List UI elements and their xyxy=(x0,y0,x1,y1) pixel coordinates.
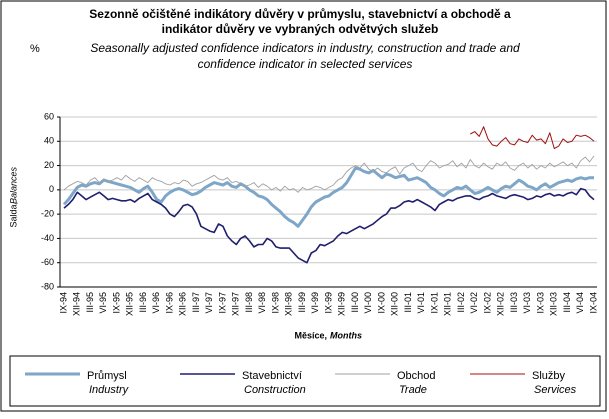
x-tick-label: VI-04 xyxy=(575,292,585,314)
x-tick-label: IX-01 xyxy=(429,292,439,314)
x-tick-label: IX-04 xyxy=(588,292,598,314)
series-line xyxy=(470,126,595,150)
legend-label: Services xyxy=(534,384,577,396)
y-tick-label: -40 xyxy=(41,233,54,243)
legend-label: Trade xyxy=(399,384,427,396)
x-tick-label: XII-99 xyxy=(337,292,347,316)
x-tick-label: III-99 xyxy=(297,292,307,313)
x-tick-label: IX-96 xyxy=(164,292,174,314)
legend-label: Industry xyxy=(89,384,130,396)
unit: % xyxy=(30,43,40,55)
legend-label: Stavebnictví xyxy=(242,370,302,382)
x-tick-label: XII-95 xyxy=(125,292,135,316)
x-tick-label: IX-98 xyxy=(270,292,280,314)
y-tick-label: 0 xyxy=(49,184,54,194)
x-tick-label: VI-98 xyxy=(257,292,267,314)
x-tick-label: IX-95 xyxy=(111,292,121,314)
x-tick-label: XII-98 xyxy=(284,292,294,316)
legend-label: Průmysl xyxy=(87,370,127,382)
series-line xyxy=(63,155,595,193)
x-axis-label: Months xyxy=(330,330,362,340)
y-tick-label: 40 xyxy=(44,136,54,146)
x-tick-label: VI-97 xyxy=(204,292,214,314)
y-tick-label: 20 xyxy=(44,160,54,170)
x-tick-label: III-95 xyxy=(85,292,95,313)
x-tick-label: III-98 xyxy=(244,292,254,313)
x-tick-label: III-00 xyxy=(350,292,360,313)
x-tick-label: III-96 xyxy=(138,292,148,313)
subtitle: confidence indicator in selected service… xyxy=(198,57,413,71)
x-tick-label: IX-03 xyxy=(535,292,545,314)
x-tick-label: IX-02 xyxy=(482,292,492,314)
x-tick-label: IX-97 xyxy=(217,292,227,314)
x-tick-label: VI-96 xyxy=(151,292,161,314)
x-tick-label: VI-01 xyxy=(416,292,426,314)
y-axis-label: Balances xyxy=(8,166,18,204)
x-tick-label: XII-97 xyxy=(231,292,241,316)
x-tick-label: III-97 xyxy=(191,292,201,313)
x-tick-label: III-01 xyxy=(403,292,413,313)
x-tick-label: III-02 xyxy=(456,292,466,313)
y-tick-label: -20 xyxy=(41,209,54,219)
x-tick-label: XII-94 xyxy=(72,292,82,316)
legend-label: Obchod xyxy=(397,370,436,382)
x-tick-label: IX-94 xyxy=(58,292,68,314)
series-line xyxy=(62,166,594,228)
x-tick-label: XII-00 xyxy=(390,292,400,316)
x-tick-label: III-04 xyxy=(562,292,572,313)
x-tick-label: IX-99 xyxy=(323,292,333,314)
y-axis-label: Salda, xyxy=(8,202,18,228)
x-tick-label: VI-99 xyxy=(310,292,320,314)
x-tick-label: VI-95 xyxy=(98,292,108,314)
series-line xyxy=(63,187,595,264)
x-tick-label: VI-02 xyxy=(469,292,479,314)
y-tick-label: 60 xyxy=(44,111,54,121)
y-tick-label: -80 xyxy=(41,281,54,291)
legend-label: Služby xyxy=(532,370,566,382)
chart-title: Sezonně očištěné indikátory důvěry v prů… xyxy=(89,7,511,21)
y-tick-label: -60 xyxy=(41,257,54,267)
x-tick-label: XII-96 xyxy=(178,292,188,316)
x-tick-label: XII-01 xyxy=(443,292,453,316)
x-tick-label: III-03 xyxy=(509,292,519,313)
x-tick-label: XII-03 xyxy=(549,292,559,316)
x-tick-label: IX-00 xyxy=(376,292,386,314)
x-tick-label: VI-03 xyxy=(522,292,532,314)
x-tick-label: VI-00 xyxy=(363,292,373,314)
legend-label: Construction xyxy=(244,384,306,396)
chart-title: indikátor důvěry ve vybraných odvětvých … xyxy=(162,22,439,36)
subtitle: Seasonally adjusted confidence indicator… xyxy=(90,41,520,55)
x-tick-label: XII-02 xyxy=(496,292,506,316)
legend-box xyxy=(9,355,601,407)
x-axis-label: Měsíce, xyxy=(294,330,327,340)
